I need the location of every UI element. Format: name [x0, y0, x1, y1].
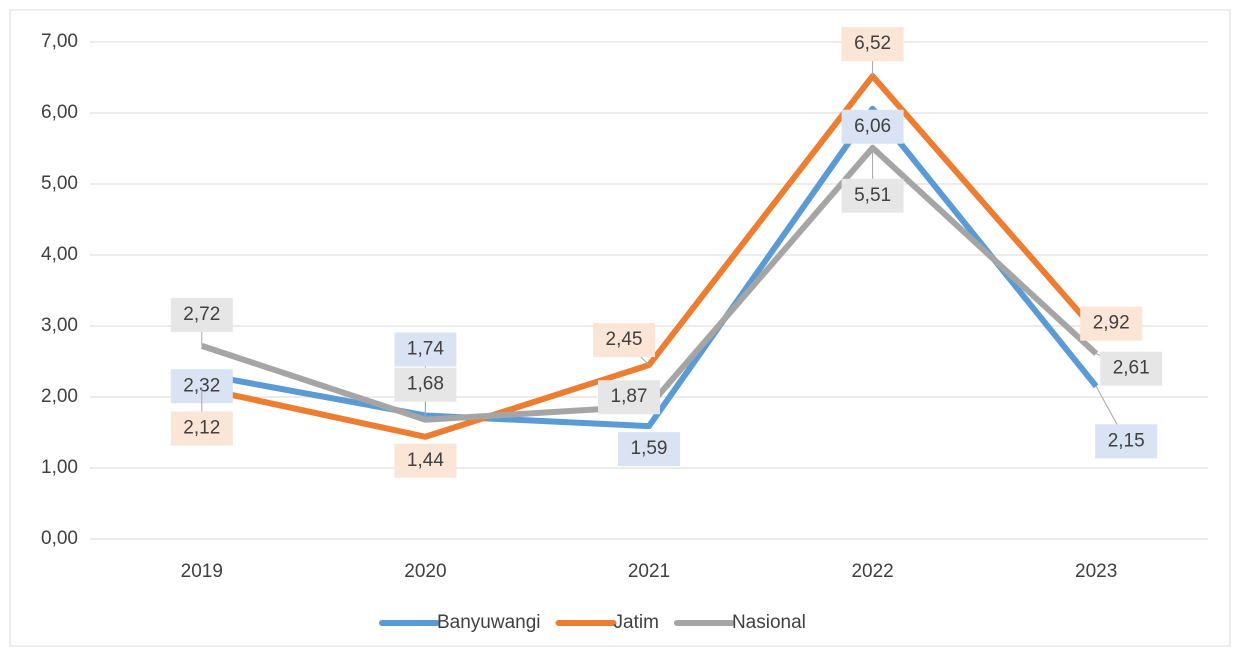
data-label: 6,06 [854, 116, 891, 137]
y-tick-label: 3,00 [41, 315, 78, 336]
x-tick-label: 2022 [851, 561, 893, 582]
data-label-bg [841, 27, 904, 62]
data-label-bg [841, 178, 904, 213]
legend-label: Nasional [732, 612, 806, 633]
data-label: 2,32 [183, 375, 220, 396]
data-label: 5,51 [854, 185, 891, 206]
data-label: 2,45 [606, 329, 643, 350]
x-tick-label: 2020 [404, 561, 446, 582]
y-tick-label: 7,00 [41, 31, 78, 52]
data-label: 2,12 [183, 417, 220, 438]
data-label-bg [394, 332, 457, 367]
y-tick-label: 4,00 [41, 244, 78, 265]
x-tick-label: 2021 [628, 561, 670, 582]
y-tick-label: 5,00 [41, 173, 78, 194]
data-label: 2,15 [1108, 430, 1145, 451]
legend-label: Banyuwangi [437, 612, 541, 633]
data-label-bg [1095, 424, 1158, 459]
data-label-bg [394, 443, 457, 478]
data-label-bg [593, 323, 655, 358]
data-label: 6,52 [854, 33, 891, 54]
data-label-bg [170, 297, 233, 332]
data-label-bg [170, 411, 233, 446]
data-label: 1,68 [407, 374, 444, 395]
x-tick-label: 2023 [1075, 561, 1117, 582]
data-label-bg [841, 109, 904, 144]
data-label: 1,87 [611, 386, 648, 407]
data-label: 2,61 [1113, 358, 1150, 379]
legend-label: Jatim [614, 612, 659, 633]
data-label-bg [1080, 306, 1143, 341]
x-tick-label: 2019 [181, 561, 223, 582]
data-label-bg [394, 367, 457, 402]
y-tick-label: 6,00 [41, 102, 78, 123]
data-label-bg [598, 380, 660, 415]
y-tick-label: 1,00 [41, 457, 78, 478]
y-tick-label: 0,00 [41, 528, 78, 549]
data-label: 1,74 [407, 338, 444, 359]
data-label-bg [1100, 351, 1163, 386]
data-label-bg [618, 432, 680, 467]
data-label: 2,92 [1093, 313, 1130, 334]
data-label: 2,72 [183, 304, 220, 325]
data-label: 1,59 [631, 438, 668, 459]
y-tick-label: 2,00 [41, 386, 78, 407]
data-label: 1,44 [407, 450, 444, 471]
series-line [201, 105, 1099, 430]
